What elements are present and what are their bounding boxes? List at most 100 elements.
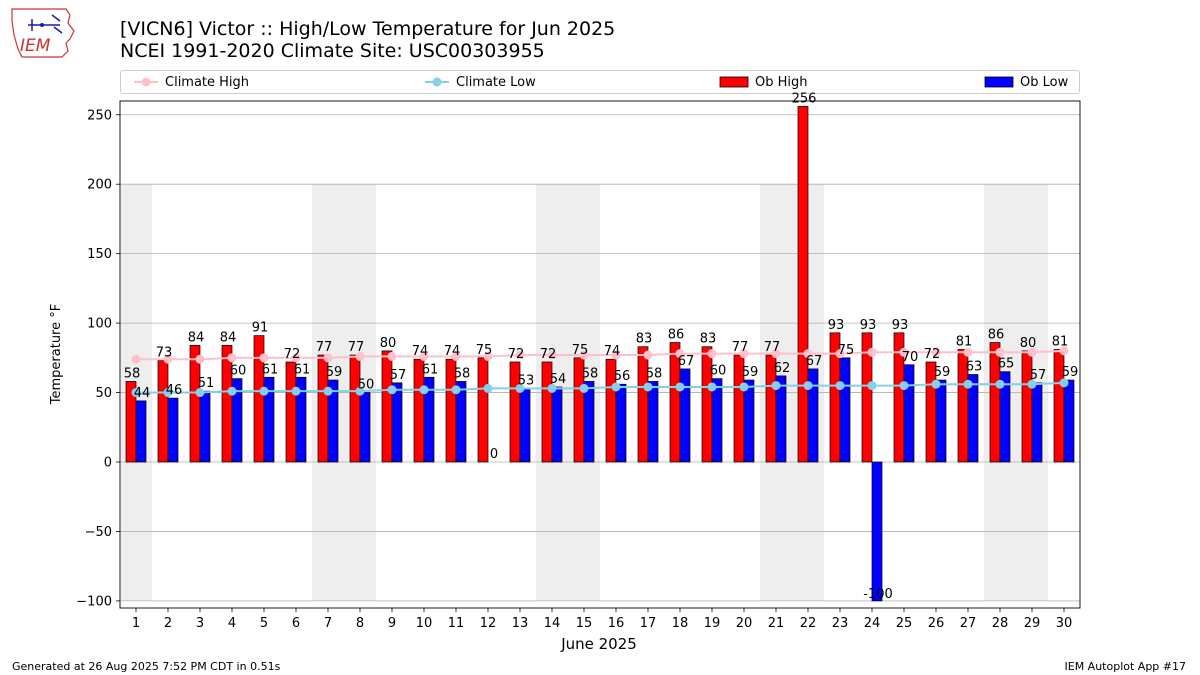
chart-title: [VICN6] Victor :: High/Low Temperature f… [120,18,616,40]
x-tick-label: 19 [704,616,721,631]
ob-high-bar [829,332,841,463]
climate-low-point [611,382,621,392]
ob-high-bar [349,354,361,463]
ob-low-label: 57 [390,368,407,383]
climate-high-point [611,350,621,360]
x-tick-label: 28 [992,616,1009,631]
ob-high-label: 75 [476,343,493,358]
data-labels: 5844734684518460916172617759775080577461… [124,91,1079,601]
ob-high-bar [669,342,681,463]
ob-low-bar [455,381,467,463]
ob-high-bar [797,106,809,463]
climate-low-point [355,386,365,396]
ob-low-label: 54 [550,372,567,387]
ob-low-bar [679,368,691,463]
ob-low-label: 58 [582,366,599,381]
climate-high-point [259,353,269,363]
ob-low-bar [839,357,851,463]
climate-low-point [579,383,589,393]
ob-high-label: 77 [764,340,781,355]
ob-low-label: -100 [863,587,893,602]
x-tick-label: 20 [736,616,753,631]
x-tick-label: 6 [292,616,300,631]
ob-low-bar [743,379,755,463]
ob-low-bar [1063,379,1075,463]
ob-high-bar [445,358,457,463]
ob-low-bar [519,388,531,463]
ob-high-bar [701,346,713,463]
weekend-band-3 [536,184,600,601]
ob-high-bar [1053,349,1065,463]
ob-high-bar [893,332,905,463]
climate-high-point [355,351,365,361]
x-tick-label: 5 [260,616,268,631]
ob-low-label: 61 [422,362,439,377]
climate-low-point [259,386,269,396]
chart-legend: Climate High Climate Low Ob High Ob Low [120,70,1080,94]
ob-low-label: 70 [902,350,919,365]
climate-lines [131,346,1069,398]
ob-high-label: 74 [444,344,461,359]
climate-low-point [931,379,941,389]
weekend-band-2 [312,184,376,601]
climate-high-point [643,350,653,360]
ob-low-label: 63 [966,359,983,374]
ob-low-label: 0 [490,447,498,462]
ob-low-bar [935,379,947,463]
x-tick-label: 24 [864,616,881,631]
ob-high-label: 73 [156,346,173,361]
y-axis-label: Temperature °F [49,304,64,405]
ob-low-label: 59 [934,365,951,380]
climate-low-point [867,381,877,391]
ob-low-label: 67 [806,354,823,369]
ob-low-label: 56 [614,369,631,384]
x-tick-label: 30 [1056,616,1073,631]
y-tick-label: 200 [87,178,112,193]
ob-low-label: 50 [358,378,375,393]
ob-high-bar [285,361,297,463]
climate-low-point [643,382,653,392]
climate-low-point [195,388,205,398]
ob-high-bar [413,358,425,463]
climate-high-point [931,347,941,357]
legend-ob-low-label: Ob Low [1020,74,1069,90]
legend-ob-low-swatch [984,76,1014,88]
ob-high-bar [253,335,265,463]
climate-low-point [1027,379,1037,389]
ob-low-label: 59 [742,365,759,380]
ob-high-bar [861,332,873,463]
ob-high-label: 83 [700,332,717,347]
ob-high-label: 80 [1020,336,1037,351]
x-tick-label: 15 [576,616,593,631]
ob-low-bar [807,368,819,463]
climate-high-point [1027,347,1037,357]
climate-low-point [387,385,397,395]
y-tick-label: 100 [87,317,112,332]
climate-high-point [899,347,909,357]
climate-low-point [419,385,429,395]
legend-climate-high: Climate High [133,71,249,93]
ob-high-label: 83 [636,332,653,347]
legend-ob-high-swatch [719,76,749,88]
climate-low-point [131,388,141,398]
climate-low-point [835,381,845,391]
ob-high-bar [1021,350,1033,463]
ob-high-label: 77 [732,340,749,355]
ob-high-bar [189,344,201,463]
ob-low-label: 60 [230,364,247,379]
x-tick-label: 22 [800,616,817,631]
legend-climate-low-swatch [425,77,449,87]
climate-low-point [291,386,301,396]
ob-high-label: 72 [508,347,525,362]
ob-low-bar [359,392,371,463]
climate-high-point [195,354,205,364]
ob-low-bar [1031,382,1043,463]
x-tick-label: 16 [608,616,625,631]
ob-low-bar [871,461,883,602]
x-tick-label: 25 [896,616,913,631]
ob-high-bar [125,381,137,463]
ob-low-bar [295,376,307,463]
ob-high-label: 93 [828,318,845,333]
ob-low-label: 59 [1062,365,1079,380]
ob-low-label: 58 [454,366,471,381]
